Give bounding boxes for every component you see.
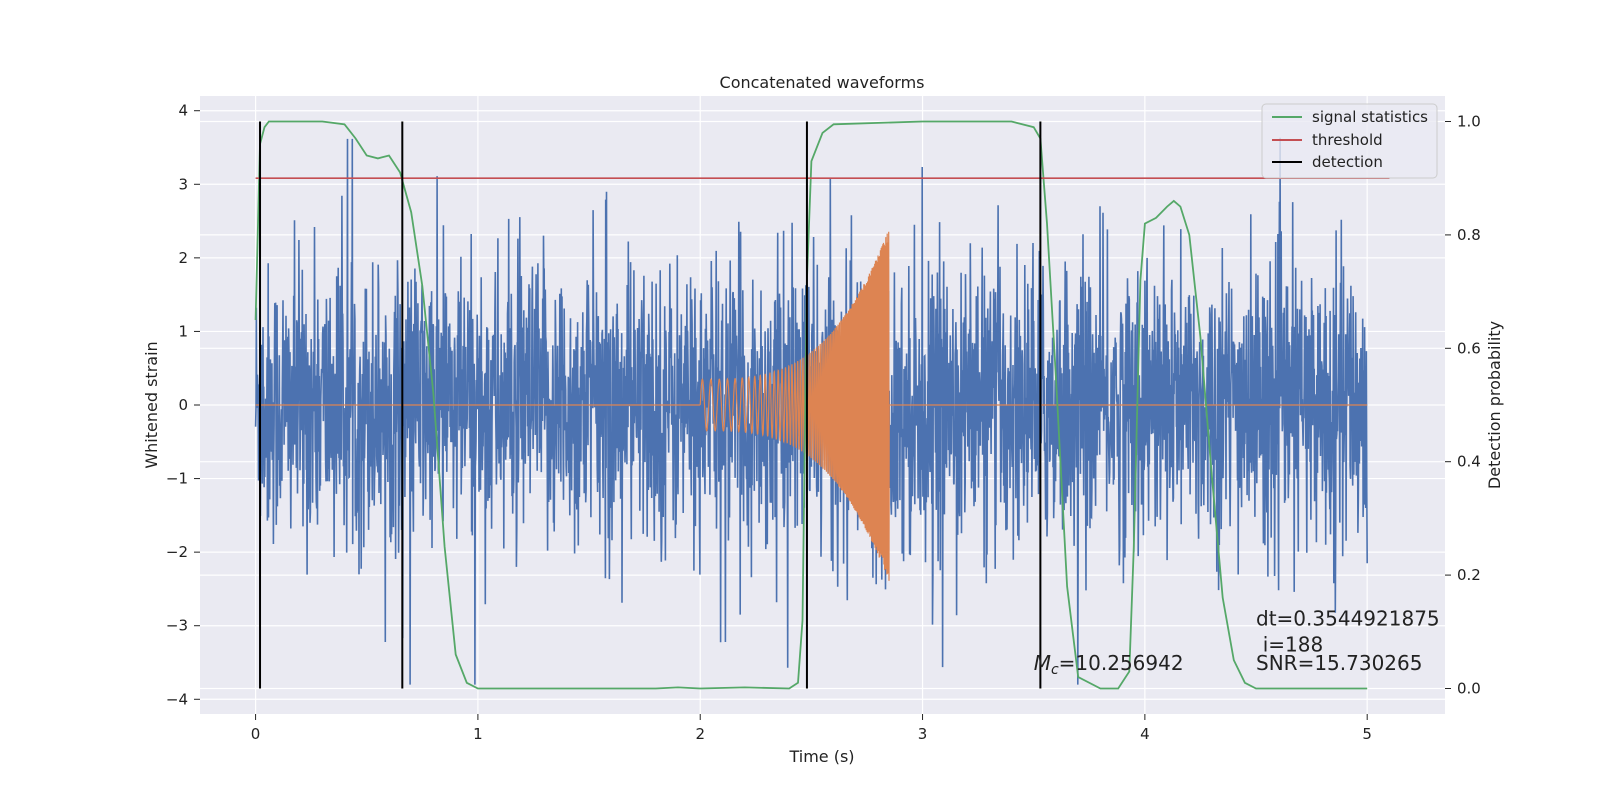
y-tick-label-0: −4 — [166, 690, 188, 708]
strain-series — [254, 137, 1368, 685]
y2-tick-label-2: 0.4 — [1457, 453, 1481, 471]
annotation-2: Mc=10.256942 — [1034, 651, 1184, 678]
y-tick-label-2: −2 — [166, 543, 188, 561]
y2-axis-label: Detection probability — [1485, 321, 1504, 489]
annotation-3: SNR=15.730265 — [1256, 651, 1422, 675]
x-tick-label-5: 5 — [1362, 725, 1372, 743]
x-tick-label-0: 0 — [251, 725, 261, 743]
legend-label-threshold: threshold — [1312, 131, 1383, 149]
y-axis-label: Whitened strain — [142, 341, 161, 468]
y-axis-left: −4 −3 −2 −1 0 1 2 3 4 — [166, 102, 200, 708]
y2-tick-label-5: 1.0 — [1457, 113, 1481, 131]
plot-area — [254, 120, 1390, 690]
x-tick-label-2: 2 — [695, 725, 705, 743]
y2-tick-label-3: 0.6 — [1457, 339, 1481, 357]
y2-tick-label-0: 0.0 — [1457, 679, 1481, 697]
waveform-series — [255, 231, 1368, 581]
legend: signal statistics threshold detection — [1261, 103, 1438, 179]
y-tick-label-8: 4 — [178, 102, 188, 120]
chart-title: Concatenated waveforms — [720, 73, 925, 92]
legend-label-signal-statistics: signal statistics — [1312, 108, 1428, 126]
y-tick-label-4: 0 — [178, 396, 188, 414]
signal-statistics-series — [254, 120, 1368, 690]
x-tick-label-3: 3 — [918, 725, 928, 743]
legend-box — [1261, 103, 1438, 179]
annotation-1: i=188 — [1263, 632, 1324, 656]
y-tick-label-5: 1 — [178, 322, 188, 340]
detection-series — [259, 121, 1042, 689]
x-axis-label: Time (s) — [788, 747, 854, 766]
annotation-0: dt=0.3544921875 — [1256, 607, 1440, 631]
y-axis-right: 0.0 0.2 0.4 0.6 0.8 1.0 — [1445, 113, 1481, 697]
y-tick-label-7: 3 — [178, 175, 188, 193]
x-axis: 0 1 2 3 4 5 — [251, 714, 1372, 743]
x-tick-label-1: 1 — [473, 725, 483, 743]
y2-tick-label-1: 0.2 — [1457, 566, 1481, 584]
x-tick-label-4: 4 — [1140, 725, 1150, 743]
y2-tick-label-4: 0.8 — [1457, 226, 1481, 244]
legend-label-detection: detection — [1312, 153, 1383, 171]
y-tick-label-3: −1 — [166, 470, 188, 488]
y-tick-label-6: 2 — [178, 249, 188, 267]
y-tick-label-1: −3 — [166, 617, 188, 635]
